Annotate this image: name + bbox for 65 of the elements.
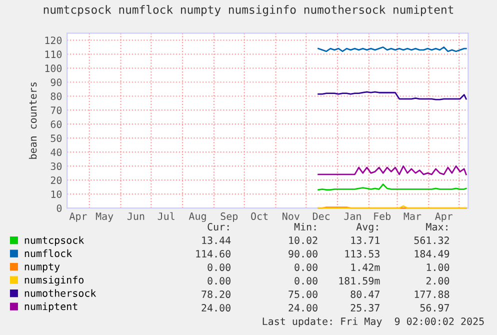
x-tick-label: Jun xyxy=(127,212,144,220)
text: 0.00 xyxy=(294,264,318,272)
text: 114.60 xyxy=(196,250,230,258)
legend-label: numpty xyxy=(24,263,60,272)
legend-label: numsiginfo xyxy=(24,276,84,286)
y-tick-label: 90 xyxy=(50,78,62,86)
legend-label: numothersock xyxy=(24,289,96,297)
text: 75.00 xyxy=(288,290,318,298)
text: Max: xyxy=(426,223,448,231)
text: 177.88 xyxy=(414,290,450,298)
x-tick-label: Nov xyxy=(282,212,300,220)
x-tick-label: Apr xyxy=(69,212,87,222)
text: 10.02 xyxy=(289,236,318,244)
text: 13.71 xyxy=(351,236,380,244)
x-tick-label: Sep xyxy=(220,212,238,222)
text: 1.42m xyxy=(351,264,380,271)
x-tick-label: Feb xyxy=(374,212,391,220)
text: 56.97 xyxy=(420,304,450,312)
text: 80.47 xyxy=(350,290,380,298)
legend-label: numtcpsock xyxy=(24,236,84,246)
y-tick-label: 60 xyxy=(50,120,62,128)
x-tick-label: Aug xyxy=(188,212,206,222)
text: 0.00 xyxy=(208,264,230,272)
line-series xyxy=(318,165,467,176)
x-tick-label: Jan xyxy=(344,212,361,220)
text: 2.00 xyxy=(426,277,450,285)
text: Avg: xyxy=(356,223,378,233)
text: Cur: xyxy=(208,223,229,231)
y-tick-label: 70 xyxy=(50,106,62,114)
legend-label: numflock xyxy=(24,249,72,258)
text: 184.49 xyxy=(414,250,450,258)
text: 0.00 xyxy=(208,277,230,285)
y-tick-label: 110 xyxy=(45,50,62,58)
text: 78.20 xyxy=(202,290,230,298)
y-tick-label: 0 xyxy=(56,204,62,212)
text: 1.00 xyxy=(426,264,450,272)
text: 24.00 xyxy=(288,304,318,312)
x-tick-label: May xyxy=(96,212,114,222)
text: 113.53 xyxy=(345,250,380,258)
y-tick-label: 20 xyxy=(50,176,62,184)
y-tick-label: 50 xyxy=(50,134,62,142)
legend-label: numiptent xyxy=(24,302,78,312)
y-tick-label: 30 xyxy=(50,162,62,170)
y-tick-label: 120 xyxy=(45,36,62,44)
x-tick-label: Apr xyxy=(435,212,453,222)
x-tick-label: Jul xyxy=(158,212,174,220)
y-axis-title: bean counters xyxy=(28,82,37,159)
text: 90.00 xyxy=(288,250,318,258)
x-tick-label: Mar xyxy=(404,212,422,220)
x-tick-label: Oct xyxy=(251,212,268,220)
text: Min: xyxy=(294,222,316,230)
y-tick-label: 80 xyxy=(50,92,62,100)
y-tick-label: 100 xyxy=(45,64,62,72)
y-tick-label: 10 xyxy=(51,190,62,198)
text: 181.59m xyxy=(339,277,380,285)
chart-title: numtcpsock numflock numpty numsiginfo numothersock numiptent xyxy=(44,5,454,16)
x-tick-label: Dec xyxy=(312,212,330,220)
text: 561.32 xyxy=(414,236,449,244)
text: 0.00 xyxy=(294,277,318,285)
text: 13.44 xyxy=(202,236,231,244)
line-series xyxy=(318,91,467,100)
y-tick-label: 40 xyxy=(50,148,62,156)
text: 25.37 xyxy=(350,304,380,312)
text: Last update: Fri May 9 02:00:02 2025 xyxy=(262,317,484,328)
text: 24.00 xyxy=(202,304,230,312)
